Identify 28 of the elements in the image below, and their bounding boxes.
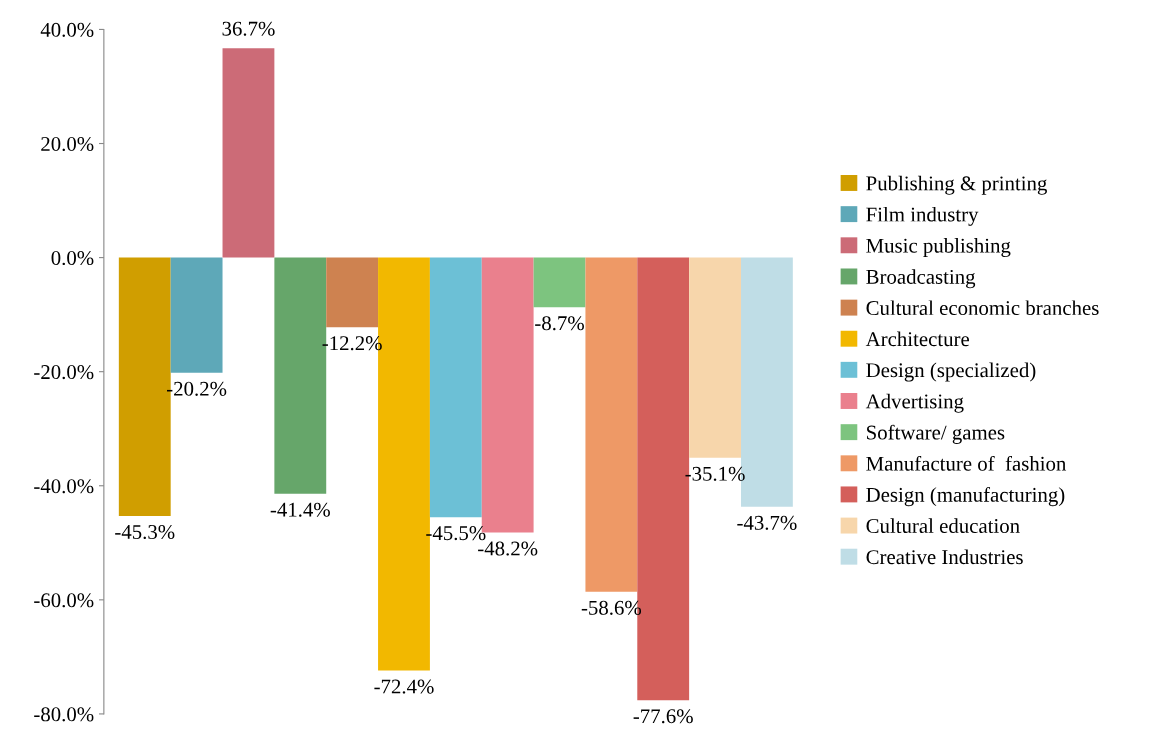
y-tick-label: -60.0% (34, 593, 94, 608)
legend-label: Design (specialized) (866, 362, 1036, 382)
legend-label: Design (manufacturing) (866, 486, 1065, 507)
legend-label: Cultural economic branches (866, 300, 1099, 316)
data-label: -41.4% (270, 502, 330, 517)
y-tick-label: -80.0% (34, 707, 94, 722)
legend-label: Publishing & printing (866, 175, 1047, 195)
legend-label: Manufacture of fashion (866, 455, 1067, 471)
legend-label: Creative Industries (866, 549, 1023, 565)
data-label: -48.2% (478, 541, 538, 556)
data-label: 36.7% (222, 21, 275, 36)
y-tick-label: 20.0% (41, 136, 94, 152)
legend-label: Software/ games (867, 424, 1005, 444)
legend-label: Music publishing (866, 238, 1011, 258)
data-label: -45.3% (115, 524, 175, 540)
legend-label: Architecture (865, 331, 970, 347)
data-label: -43.7% (737, 515, 797, 530)
y-tick-label: -40.0% (34, 479, 94, 494)
data-label: -77.6% (633, 709, 693, 724)
legend-label: Cultural education (866, 518, 1020, 534)
y-tick-label: 0.0% (51, 250, 94, 266)
legend-label: Film industry (866, 206, 979, 226)
y-tick-label: 40.0% (40, 22, 94, 37)
data-label: -72.4% (374, 679, 434, 694)
data-label: -8.7% (535, 316, 584, 331)
legend-label: Advertising (865, 393, 964, 413)
y-tick-label: -20.0% (34, 365, 94, 380)
legend-label: Broadcasting (866, 269, 976, 289)
